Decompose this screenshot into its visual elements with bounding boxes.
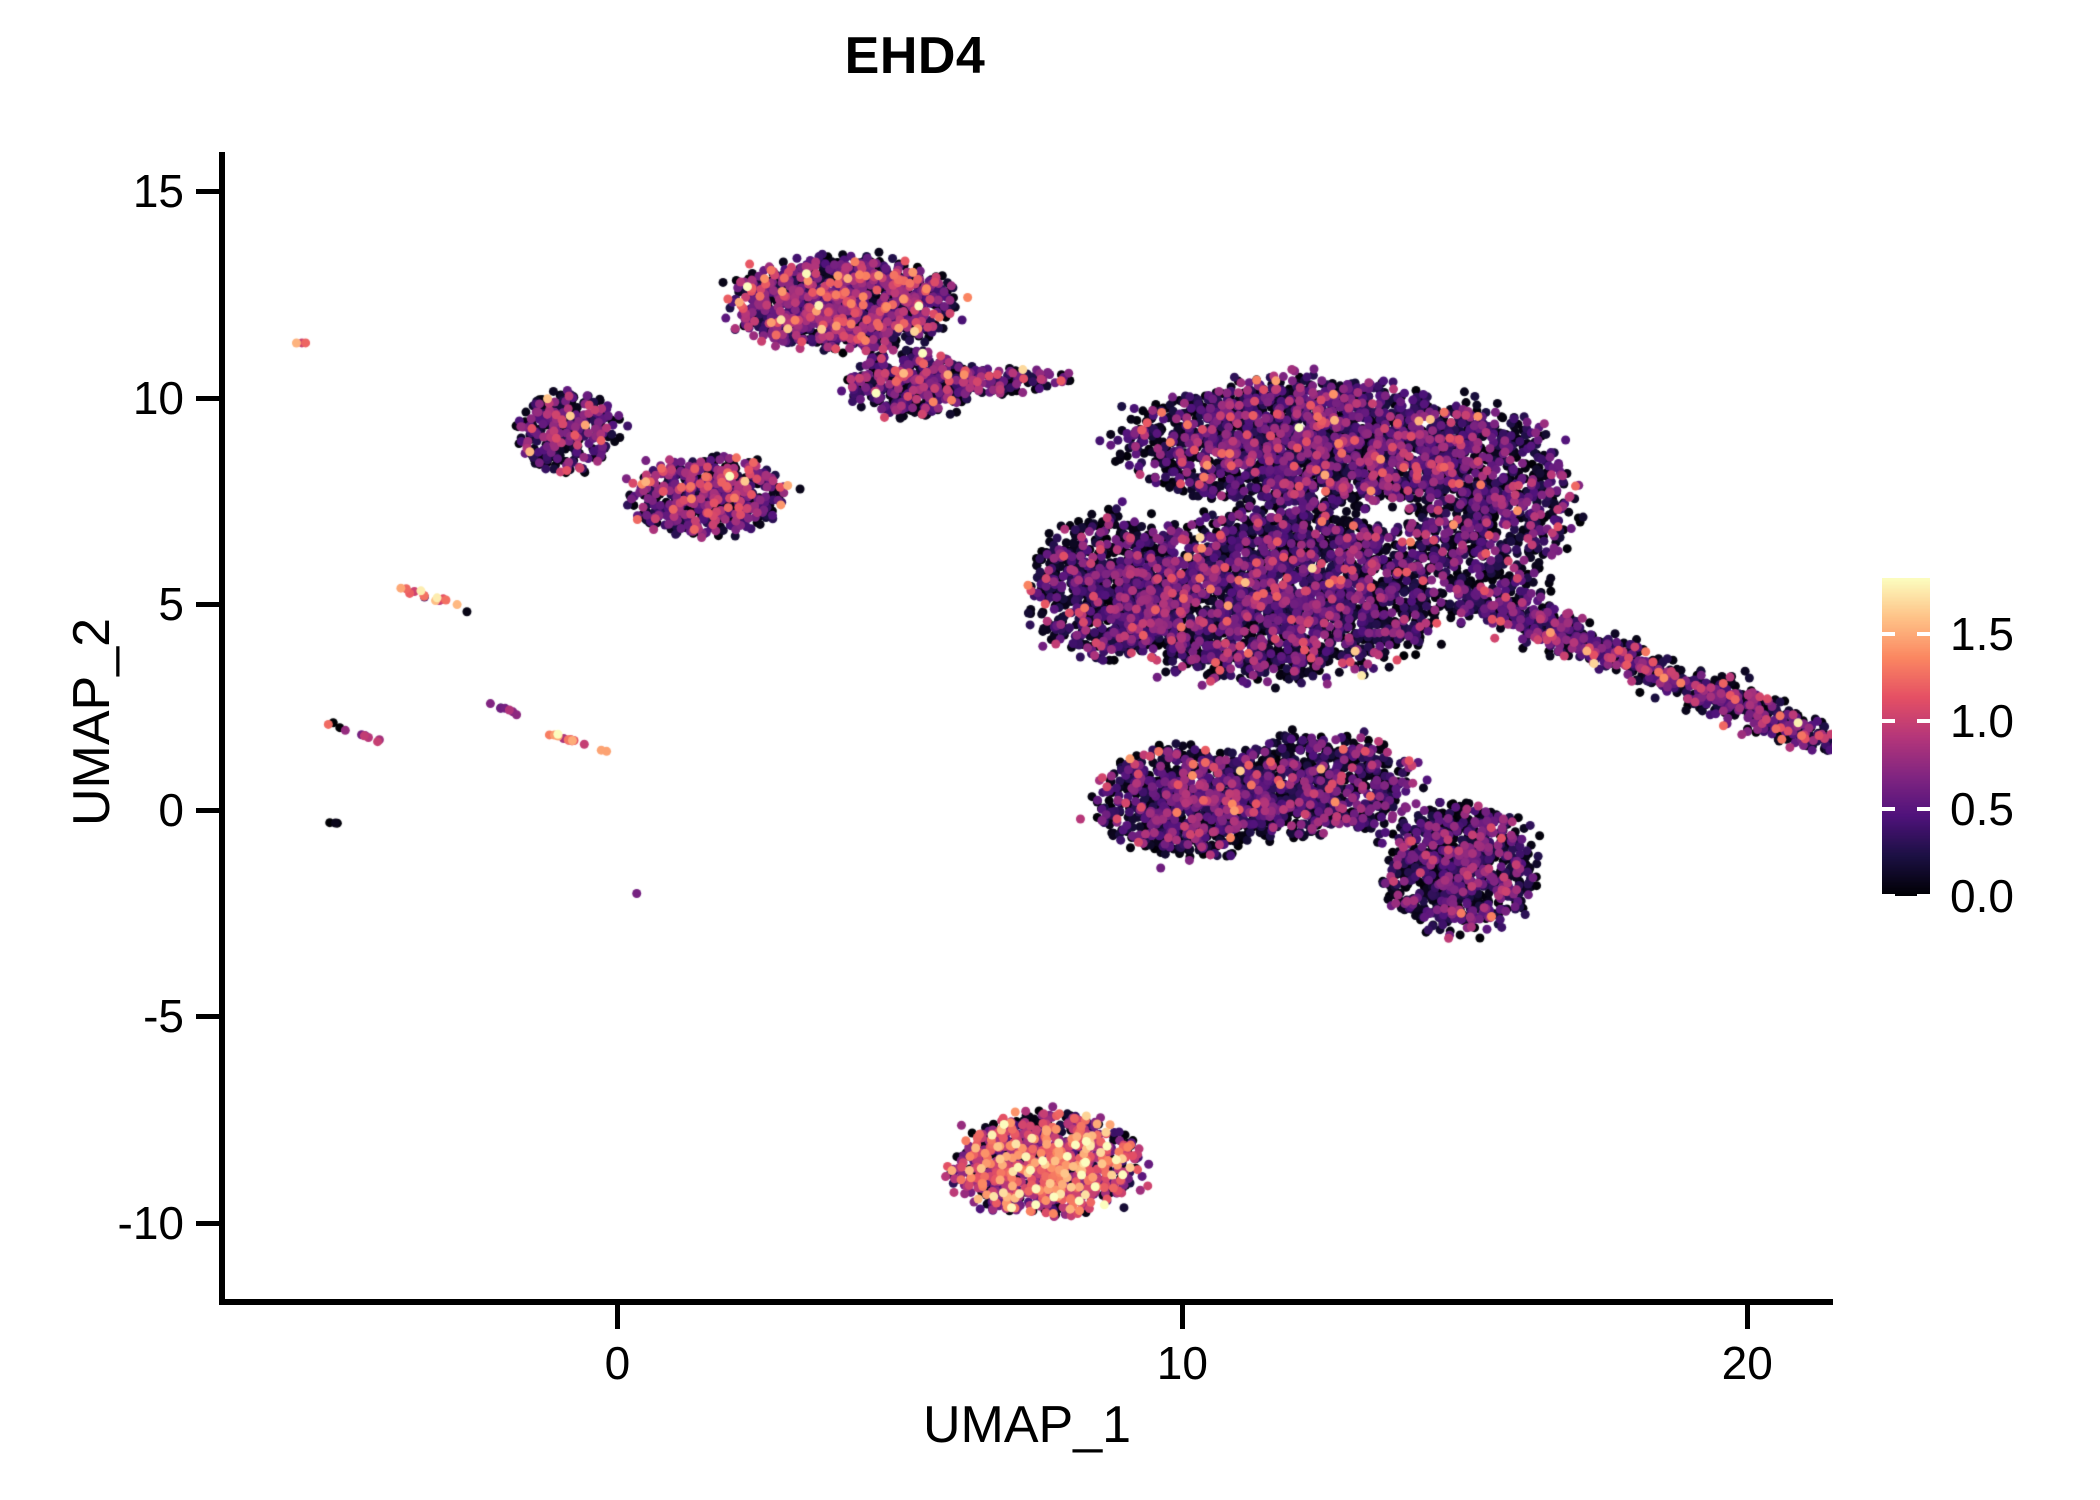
y-axis-line (219, 152, 225, 1305)
y-axis-title: UMAP_2 (63, 617, 121, 827)
colorbar-tick-mark (1882, 806, 1895, 811)
x-tick-label: 20 (1721, 1337, 1773, 1389)
y-tick-label: 15 (132, 165, 184, 218)
colorbar-tick-label: 0.0 (1950, 870, 2014, 922)
y-tick-label: -5 (143, 990, 184, 1043)
y-tick-label: 10 (132, 371, 184, 424)
colorbar-tick-mark (1882, 631, 1895, 636)
colorbar-tick-mark (1917, 894, 1930, 898)
y-tick-label: 5 (158, 577, 184, 630)
y-tick-mark (196, 395, 220, 401)
colorbar-gradient (1882, 578, 1930, 896)
x-tick-label: 0 (604, 1337, 631, 1389)
colorbar-tick-label: 1.5 (1950, 607, 2014, 660)
x-tick-mark (615, 1305, 621, 1329)
y-tick-mark (196, 1220, 220, 1226)
colorbar-tick-label: 0.5 (1950, 782, 2014, 835)
colorbar-tick-mark (1917, 631, 1930, 636)
y-tick-mark (196, 808, 220, 813)
x-tick-label: 10 (1156, 1337, 1208, 1389)
colorbar-tick-mark (1917, 806, 1930, 811)
y-tick-mark (196, 601, 220, 607)
x-axis-line (219, 1299, 1833, 1305)
y-tick-label: 0 (158, 784, 184, 836)
x-tick-mark (1745, 1305, 1751, 1329)
colorbar-tick-mark (1917, 719, 1930, 724)
page-title: EHD4 (844, 27, 986, 85)
x-axis-title: UMAP_1 (922, 1396, 1132, 1454)
colorbar-tick-mark (1882, 719, 1895, 724)
scatter-plot-canvas (222, 150, 1832, 1305)
x-tick-mark (1180, 1305, 1186, 1329)
y-tick-mark (196, 189, 220, 195)
y-tick-label: -10 (117, 1196, 184, 1249)
colorbar-tick-label: 1.0 (1950, 695, 2014, 748)
colorbar-tick-mark (1882, 894, 1895, 898)
y-tick-mark (196, 1014, 220, 1020)
plot-panel (222, 150, 1832, 1305)
